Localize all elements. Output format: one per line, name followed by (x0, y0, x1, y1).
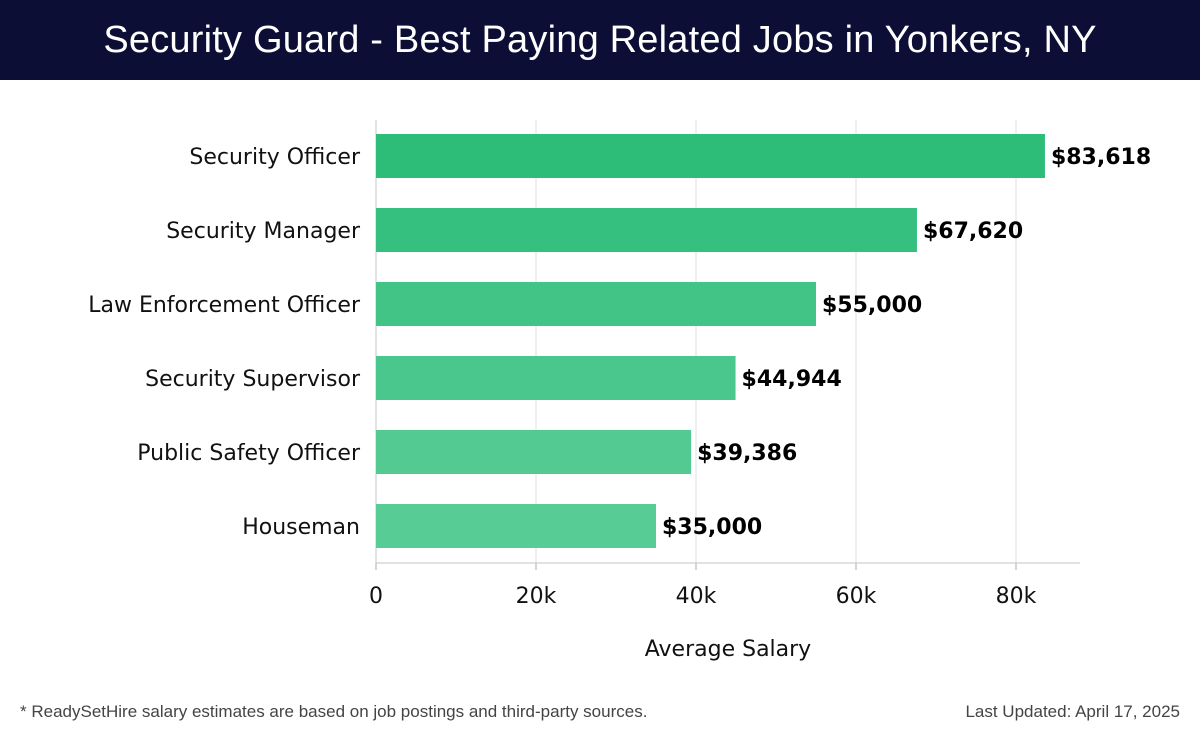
value-label: $44,944 (742, 367, 842, 392)
x-tick-label: 20k (516, 584, 557, 609)
x-tick-label: 80k (996, 584, 1037, 609)
category-label: Public Safety Officer (137, 441, 361, 466)
category-label: Security Supervisor (145, 367, 361, 392)
category-label: Houseman (242, 515, 360, 540)
last-updated: Last Updated: April 17, 2025 (965, 702, 1180, 721)
bar (376, 430, 692, 474)
chart-title: Security Guard - Best Paying Related Job… (103, 18, 1097, 61)
bar (376, 356, 736, 400)
bar (376, 282, 816, 326)
x-tick-label: 0 (369, 584, 383, 609)
bar (376, 208, 917, 252)
bar-chart: 0 20k 40k 60k 80k Security Officer $83,618 Secu… (88, 120, 1151, 662)
category-label: Law Enforcement Officer (88, 293, 361, 318)
bar (376, 134, 1045, 178)
bar (376, 504, 656, 548)
value-label: $67,620 (923, 219, 1023, 244)
value-label: $35,000 (662, 515, 762, 540)
value-label: $55,000 (822, 293, 922, 318)
value-label: $83,618 (1051, 145, 1151, 170)
footer-note: * ReadySetHire salary estimates are base… (20, 702, 648, 721)
chart-header: Security Guard - Best Paying Related Job… (0, 0, 1200, 80)
x-axis-label: Average Salary (645, 637, 811, 662)
category-label: Security Officer (189, 145, 361, 170)
value-label: $39,386 (697, 441, 797, 466)
category-label: Security Manager (166, 219, 361, 244)
x-tick-label: 60k (836, 584, 877, 609)
x-tick-label: 40k (676, 584, 717, 609)
